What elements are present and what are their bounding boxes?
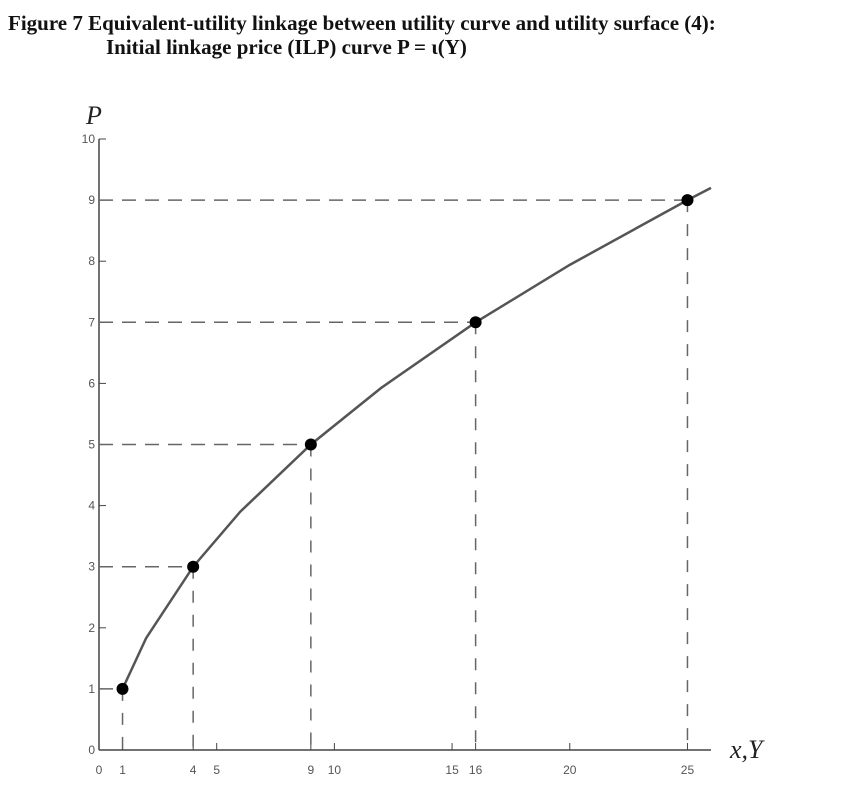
x-tick-label: 0 xyxy=(96,763,103,777)
data-point xyxy=(681,194,694,207)
x-tick-label: 15 xyxy=(445,763,459,777)
x-tick-label: 16 xyxy=(469,763,483,777)
x-tick-label: 25 xyxy=(681,763,695,777)
x-tick-label: 20 xyxy=(563,763,577,777)
chart-subtitle: Initial linkage price (ILP) curve P = ι(… xyxy=(106,35,467,59)
y-tick-label: 1 xyxy=(88,682,95,696)
x-tick-label: 5 xyxy=(213,763,220,777)
y-tick-label: 5 xyxy=(88,438,95,452)
y-tick-label: 9 xyxy=(88,193,95,207)
y-tick-label: 10 xyxy=(82,132,96,146)
y-tick-label: 6 xyxy=(88,376,95,390)
y-tick-label: 4 xyxy=(88,499,95,513)
data-point xyxy=(304,438,317,451)
y-axis-label: P xyxy=(85,101,102,130)
x-tick-label: 9 xyxy=(308,763,315,777)
x-axis-label: x,Y xyxy=(729,735,765,764)
x-tick-label: 4 xyxy=(190,763,197,777)
data-point xyxy=(187,560,200,573)
y-tick-label: 7 xyxy=(88,315,95,329)
x-tick-label: 10 xyxy=(328,763,342,777)
x-tick-label: 1 xyxy=(119,763,126,777)
y-tick-label: 3 xyxy=(88,560,95,574)
y-tick-label: 0 xyxy=(88,743,95,757)
data-point xyxy=(469,316,482,329)
line-series xyxy=(121,186,712,690)
chart-title: Figure 7 Equivalent-utility linkage betw… xyxy=(8,11,716,35)
y-tick-label: 2 xyxy=(88,621,95,635)
y-tick-label: 8 xyxy=(88,254,95,268)
data-point xyxy=(116,682,129,695)
